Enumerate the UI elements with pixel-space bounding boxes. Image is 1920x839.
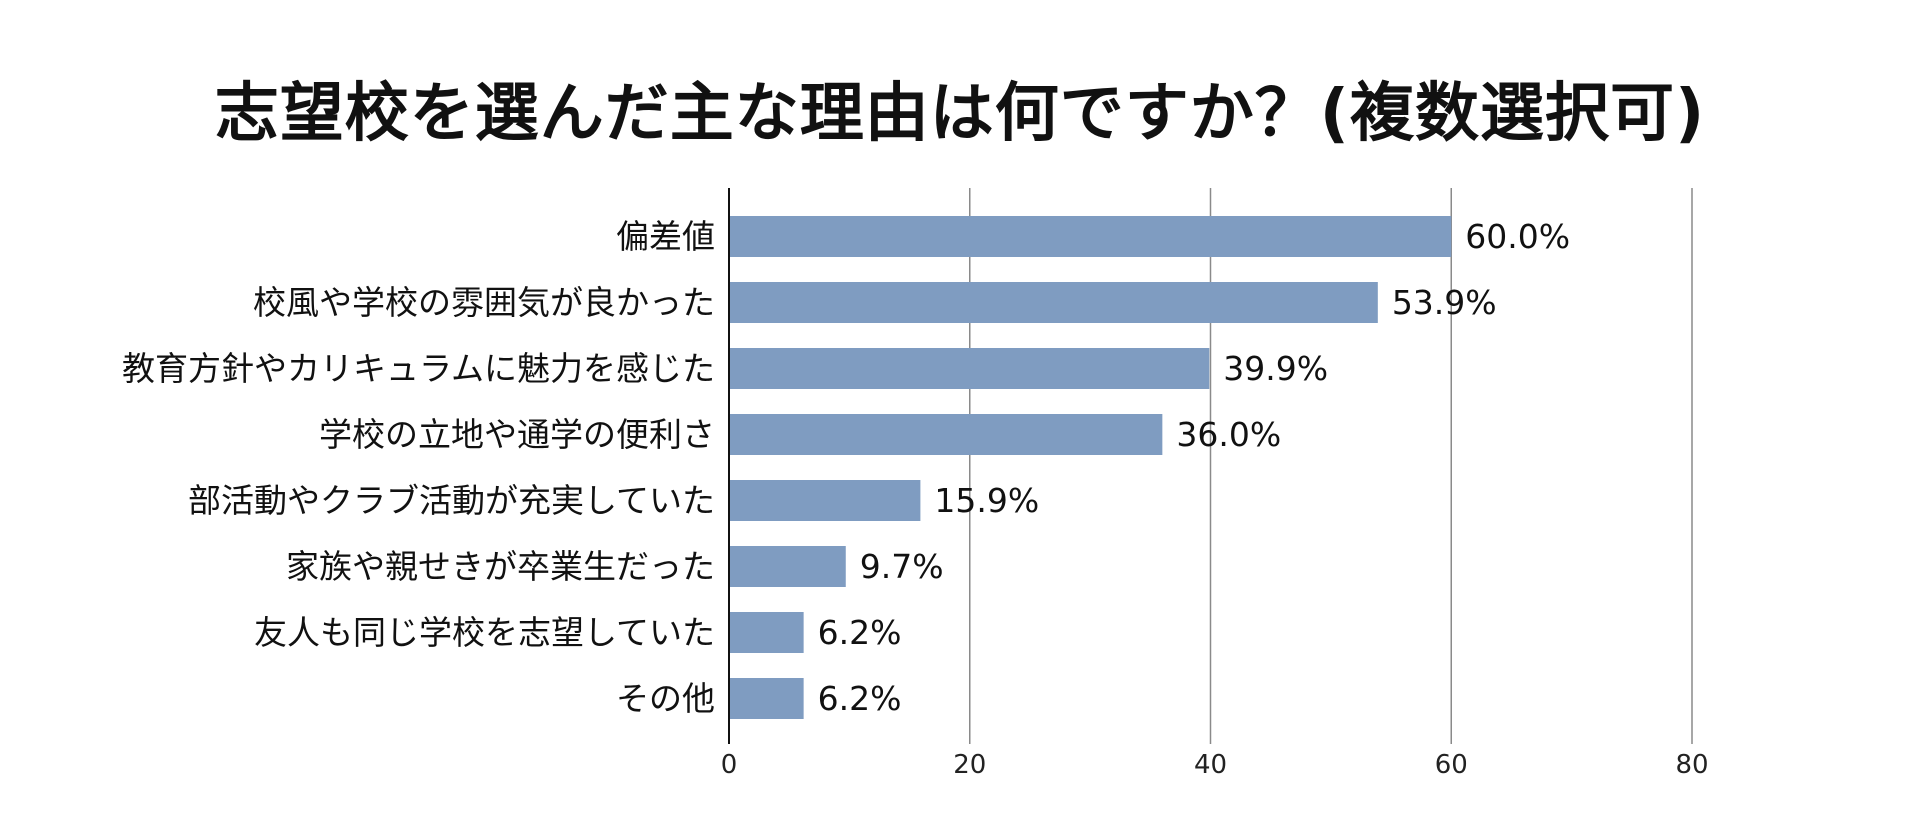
value-label-4: 36.0% — [1176, 415, 1281, 454]
chart-title: 志望校を選んだ主な理由は何ですか？(複数選択可) — [214, 77, 1706, 151]
value-label-1: 60.0% — [1465, 217, 1570, 256]
x-tick-label-40: 40 — [1194, 750, 1227, 780]
bar-4 — [729, 414, 1163, 455]
grid-lines — [969, 188, 1693, 744]
category-label-3: 教育方針やカリキュラムに魅力を感じた — [122, 349, 715, 388]
x-tick-label-60: 60 — [1435, 750, 1468, 780]
value-label-3: 39.9% — [1223, 349, 1328, 388]
bar-8 — [729, 678, 804, 719]
value-label-6: 9.7% — [860, 547, 944, 586]
value-label-5: 15.9% — [934, 481, 1039, 520]
bar-6 — [729, 546, 846, 587]
category-label-1: 偏差値 — [616, 217, 715, 256]
bar-2 — [729, 282, 1378, 323]
bar-7 — [729, 612, 804, 653]
bar-3 — [729, 348, 1210, 389]
category-label-4: 学校の立地や通学の便利さ — [319, 415, 715, 454]
x-tick-label-0: 0 — [721, 750, 738, 780]
category-label-8: その他 — [616, 679, 715, 718]
value-label-2: 53.9% — [1392, 283, 1497, 322]
x-tick-label-20: 20 — [953, 750, 986, 780]
category-label-6: 家族や親せきが卒業生だった — [286, 547, 715, 586]
category-label-7: 友人も同じ学校を志望していた — [254, 613, 715, 652]
x-tick-label-80: 80 — [1675, 750, 1708, 780]
bar-5 — [729, 480, 921, 521]
value-label-7: 6.2% — [818, 613, 902, 652]
value-label-8: 6.2% — [818, 679, 902, 718]
x-tick-labels: 0 20 40 60 80 — [721, 750, 1709, 780]
category-label-2: 校風や学校の雰囲気が良かった — [253, 283, 715, 322]
category-labels: 偏差値校風や学校の雰囲気が良かった教育方針やカリキュラムに魅力を感じた学校の立地… — [122, 217, 715, 718]
category-label-5: 部活動やクラブ活動が充実していた — [188, 481, 715, 520]
bars — [729, 216, 1452, 719]
bar-1 — [729, 216, 1452, 257]
value-labels: 60.0% 53.9% 39.9% 36.0% 15.9% 9.7% 6.2% 6.2% — [818, 217, 1570, 718]
